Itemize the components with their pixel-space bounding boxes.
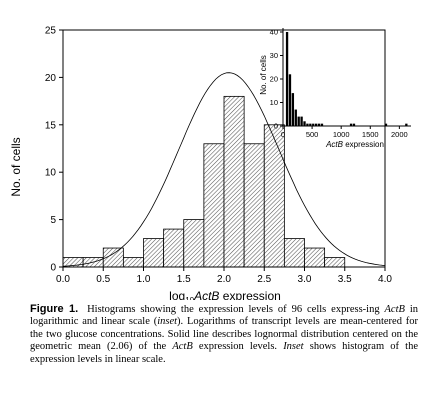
inset-bars bbox=[285, 32, 408, 126]
inset-histogram-bar bbox=[309, 123, 312, 126]
histogram-bar bbox=[183, 219, 205, 268]
inset-histogram-bar bbox=[315, 123, 318, 126]
main-x-axis-label: log10ActB expression bbox=[169, 289, 281, 300]
histogram-bar bbox=[304, 247, 326, 268]
inset-histogram-bar bbox=[352, 123, 356, 126]
inset-histogram-bar bbox=[303, 121, 306, 126]
inset-x-tick-label: 0 bbox=[281, 130, 285, 139]
inset-histogram-bar bbox=[294, 109, 297, 126]
inset-y-tick-label: 0 bbox=[274, 122, 278, 131]
y-tick-label: 20 bbox=[45, 73, 57, 84]
y-tick-label: 25 bbox=[45, 26, 57, 37]
histogram-bar bbox=[243, 143, 265, 268]
caption-text-3: ). Logarithms of transcript levels are m… bbox=[30, 316, 418, 353]
y-tick-label: 15 bbox=[45, 120, 57, 131]
inset-histogram-bar bbox=[291, 93, 295, 126]
inset-histogram-bar bbox=[306, 123, 309, 126]
caption-inset-word: inset bbox=[157, 316, 178, 328]
main-y-axis-label: No. of cells bbox=[9, 137, 23, 196]
inset-histogram-bar bbox=[405, 123, 408, 126]
histogram-bar bbox=[283, 238, 305, 268]
caption-text-1: Histograms showing the expression levels… bbox=[87, 304, 385, 315]
lognormal-fit-curve bbox=[62, 72, 386, 267]
y-tick-label: 10 bbox=[45, 168, 57, 179]
inset-chart: 0 500 1000 1500 2000 0 10 20 30 40 No. of cells A… bbox=[259, 28, 411, 149]
inset-y-tick-label: 20 bbox=[270, 75, 278, 84]
x-tick-label: 2.5 bbox=[257, 274, 271, 285]
inset-axes: 0 500 1000 1500 2000 0 10 20 30 40 bbox=[270, 28, 411, 139]
figure-caption: Figure 1. Histograms showing the express… bbox=[30, 303, 418, 366]
x-tick-label: 3.5 bbox=[338, 274, 352, 285]
inset-histogram-bar bbox=[285, 32, 289, 126]
figure: 0.0 0.5 1.0 1.5 2.0 2.5 3.0 3.5 4.0 0 5 10 15 20 25 No… bbox=[9, 26, 411, 301]
inset-histogram-bar bbox=[349, 123, 353, 126]
caption-text-4: expression levels. bbox=[192, 341, 284, 353]
x-tick-label: 4.0 bbox=[378, 274, 392, 285]
inset-x-tick-label: 1500 bbox=[362, 130, 379, 139]
inset-histogram-bar bbox=[317, 123, 321, 126]
inset-x-tick-label: 1000 bbox=[333, 130, 350, 139]
inset-x-axis-label: ActB expression bbox=[325, 140, 384, 149]
caption-gene-1: ActB bbox=[384, 304, 405, 315]
y-tick-label: 5 bbox=[50, 215, 56, 226]
inset-y-axis-label: No. of cells bbox=[259, 55, 268, 95]
inset-y-tick-label: 10 bbox=[270, 98, 278, 107]
inset-x-tick-label: 500 bbox=[306, 130, 319, 139]
histogram-bar bbox=[143, 238, 165, 268]
x-tick-label: 0.5 bbox=[96, 274, 110, 285]
histogram-bar bbox=[122, 257, 144, 268]
x-tick-label: 0.0 bbox=[56, 274, 70, 285]
inset-y-tick-label: 30 bbox=[270, 51, 278, 60]
caption-gene-2: ActB bbox=[172, 341, 193, 353]
histogram-bar bbox=[163, 228, 185, 268]
caption-text-5: shows histogram of the expression levels… bbox=[30, 341, 418, 365]
x-tick-label: 1.0 bbox=[137, 274, 151, 285]
caption-inset-word-2: Inset bbox=[283, 341, 304, 353]
x-tick-label: 1.5 bbox=[177, 274, 191, 285]
inset-histogram-bar bbox=[320, 123, 324, 126]
x-tick-label: 3.0 bbox=[298, 274, 312, 285]
inset-histogram-bar bbox=[288, 74, 292, 126]
inset-histogram-bar bbox=[384, 123, 388, 126]
y-tick-label: 0 bbox=[50, 263, 56, 274]
histogram-bar bbox=[223, 95, 245, 268]
inset-x-tick-label: 2000 bbox=[391, 130, 408, 139]
inset-y-tick-label: 40 bbox=[270, 28, 278, 37]
x-tick-label: 2.0 bbox=[217, 274, 231, 285]
inset-histogram-bar bbox=[312, 123, 315, 126]
inset-histogram-bar bbox=[300, 116, 303, 126]
histogram-bar bbox=[203, 143, 225, 268]
histogram-bar bbox=[263, 124, 285, 268]
caption-figure-label: Figure 1. bbox=[30, 303, 79, 315]
histogram-bar bbox=[324, 257, 346, 268]
main-axes: 0.0 0.5 1.0 1.5 2.0 2.5 3.0 3.5 4.0 0 5 10 15 20 25 bbox=[45, 26, 393, 286]
inset-histogram-bar bbox=[297, 116, 300, 126]
caption-text-2: in logarithmic and linear scale ( bbox=[30, 304, 419, 328]
main-chart: 0.0 0.5 1.0 1.5 2.0 2.5 3.0 3.5 4.0 0 5 10 15 20 25 No… bbox=[9, 26, 392, 301]
